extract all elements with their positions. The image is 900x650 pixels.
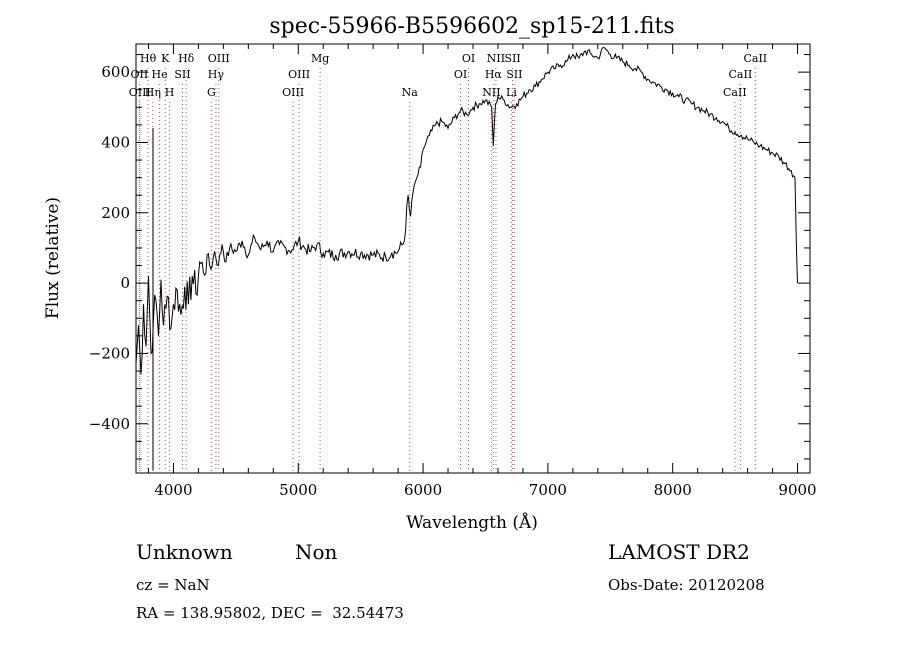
spectral-line-label: Na xyxy=(402,86,419,99)
y-tick-label: 400 xyxy=(101,133,130,151)
y-tick-label: 600 xyxy=(101,63,130,81)
x-axis-label: Wavelength (Å) xyxy=(406,512,538,533)
spectral-line-label: OIII xyxy=(208,52,230,65)
spectral-line-label: OIII xyxy=(282,86,304,99)
x-tick-label: 6000 xyxy=(404,481,442,499)
flux-series-line xyxy=(135,46,798,375)
y-tick-label: 200 xyxy=(101,204,130,222)
spectral-line-label: Hη xyxy=(145,86,161,99)
spectral-line-label: OI xyxy=(454,68,467,81)
spectral-line-label: SII xyxy=(504,52,520,65)
spectral-line-label: CaII xyxy=(743,52,767,65)
spectral-line-label: Mg xyxy=(311,52,329,65)
x-tick-labels: 4000 5000 6000 7000 8000 9000 xyxy=(154,481,816,499)
coordinates: RA = 138.95802, DEC = 32.54473 xyxy=(136,604,404,622)
spectral-line-markers xyxy=(138,68,756,473)
spectral-line-label: Hγ xyxy=(208,68,225,81)
spectral-line-label: He xyxy=(152,68,168,81)
spectral-line-label: SII xyxy=(174,68,190,81)
spectral-line-label: Hα xyxy=(485,68,503,81)
spectral-line-label: OII xyxy=(131,68,149,81)
redshift-value: cz = NaN xyxy=(136,576,210,594)
x-tick-label: 4000 xyxy=(154,481,192,499)
spectral-line-label: K xyxy=(161,52,170,65)
x-tick-label: 8000 xyxy=(654,481,692,499)
y-tick-label: −400 xyxy=(89,415,130,433)
spectral-line-label: CaII xyxy=(729,68,753,81)
y-tick-label: −200 xyxy=(89,344,130,362)
spectral-line-label: OI xyxy=(462,52,475,65)
object-class: Unknown xyxy=(136,540,233,564)
spectral-line-label: Hθ xyxy=(140,52,157,65)
x-tick-label: 9000 xyxy=(778,481,816,499)
x-tick-label: 5000 xyxy=(279,481,317,499)
spectral-line-label: NII xyxy=(487,52,505,65)
axis-ticks xyxy=(136,44,810,473)
spectral-line-label: OIII xyxy=(288,68,310,81)
survey-name: LAMOST DR2 xyxy=(608,540,750,564)
spectral-line-label: G xyxy=(207,86,216,99)
x-tick-label: 7000 xyxy=(529,481,567,499)
observation-date: Obs-Date: 20120208 xyxy=(608,576,765,594)
spectral-line-label: Hδ xyxy=(178,52,195,65)
y-tick-labels: −400 −200 0 200 400 600 xyxy=(89,63,130,433)
spectral-line-label: H xyxy=(165,86,175,99)
spectral-line-label: SII xyxy=(506,68,522,81)
chart-title: spec-55966-B5596602_sp15-211.fits xyxy=(269,14,674,39)
y-tick-label: 0 xyxy=(120,274,130,292)
spectral-line-label: NII xyxy=(482,86,500,99)
y-axis-label: Flux (relative) xyxy=(43,197,63,319)
spectral-line-label: OIII xyxy=(129,86,151,99)
spectral-line-label: CaII xyxy=(723,86,747,99)
spectral-line-label: Li xyxy=(506,86,517,99)
object-subclass: Non xyxy=(295,540,338,564)
